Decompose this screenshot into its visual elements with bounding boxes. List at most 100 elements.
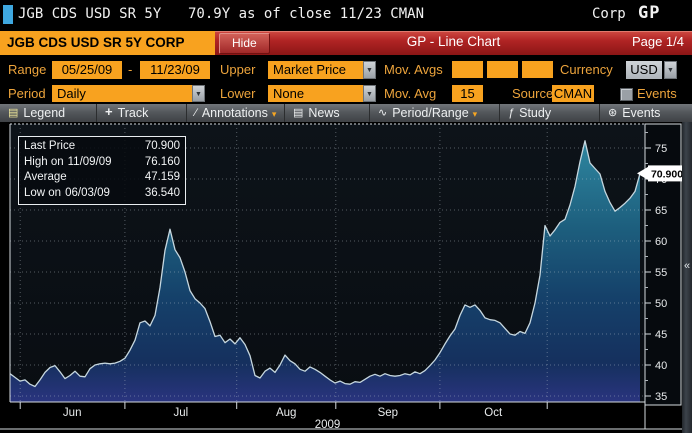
- period-select[interactable]: Daily: [52, 85, 192, 102]
- track-button-label: Track: [117, 106, 149, 120]
- legend-date: [79, 139, 145, 155]
- legend-value: 76.160: [144, 155, 180, 168]
- upper-label: Upper: [220, 62, 256, 77]
- news-button[interactable]: ▤ News: [285, 104, 370, 122]
- dropdown-arrow-icon[interactable]: ▼: [192, 85, 205, 102]
- chart-toolbar: ▤ Legend + Track ∕ Annotations ▾ ▤ News ∿ Peri…: [0, 104, 692, 122]
- text-cursor-icon: [3, 5, 13, 24]
- legend-label: Last Price: [24, 140, 76, 152]
- lower-label: Lower: [220, 86, 256, 101]
- mov-avgs-label: Mov. Avgs: [384, 62, 443, 77]
- chart-area: 354045505560657075JunJulAugSepOct200970.…: [0, 122, 692, 433]
- x-month-label: Aug: [276, 407, 296, 419]
- range-end-input[interactable]: 11/23/09: [140, 61, 210, 79]
- function-icon: ƒ: [508, 107, 515, 119]
- events-button-label: Events: [622, 106, 661, 120]
- price-chart[interactable]: 354045505560657075JunJulAugSepOct200970.…: [0, 122, 692, 433]
- y-tick-label: 50: [655, 298, 667, 310]
- upper-select[interactable]: Market Price: [268, 61, 363, 79]
- currency-label: Currency: [560, 62, 613, 77]
- legend-row-average: Average 47.159: [24, 170, 180, 186]
- y-tick-label: 45: [655, 329, 667, 341]
- x-month-label: Jun: [63, 407, 82, 419]
- x-month-label: Oct: [484, 407, 503, 419]
- command-line[interactable]: JGB CDS USD SR 5Y 70.9Y as of close 11/2…: [0, 0, 692, 29]
- y-tick-label: 60: [655, 236, 667, 248]
- range-separator: -: [128, 62, 133, 77]
- plus-icon: +: [105, 104, 113, 119]
- source-input[interactable]: CMAN: [552, 85, 594, 102]
- source-label: Source: [512, 86, 554, 101]
- period-range-button-label: Period/Range: [392, 106, 469, 120]
- panel-edge-strip[interactable]: «: [682, 122, 692, 433]
- legend-value: 70.900: [144, 140, 180, 152]
- page-title: GP - Line Chart: [406, 34, 501, 49]
- pencil-icon: ∕: [195, 107, 197, 119]
- chevron-down-icon: ▾: [271, 109, 277, 119]
- mov-avg-input-3[interactable]: [522, 61, 553, 78]
- collapse-arrows-icon[interactable]: «: [683, 260, 691, 272]
- market-sector-label: Corp: [592, 6, 626, 22]
- legend-icon: ▤: [8, 107, 19, 119]
- track-button[interactable]: + Track: [97, 104, 187, 122]
- security-ticker: JGB CDS USD SR 5Y: [18, 6, 162, 22]
- news-button-label: News: [308, 106, 340, 120]
- dropdown-arrow-icon[interactable]: ▼: [363, 85, 376, 102]
- price-marker-box: [648, 165, 686, 182]
- range-label: Range: [8, 62, 47, 77]
- legend-date: 06/03/09: [65, 186, 110, 199]
- legend-value: 36.540: [144, 186, 180, 199]
- title-bar: JGB CDS USD SR 5Y CORP Hide GP - Line Ch…: [0, 30, 692, 56]
- y-tick-label: 75: [655, 143, 667, 155]
- dropdown-arrow-icon[interactable]: ▼: [363, 61, 376, 79]
- events-button[interactable]: ⊛ Events: [600, 104, 692, 122]
- wave-icon: ∿: [378, 107, 388, 119]
- study-button[interactable]: ƒ Study: [500, 104, 600, 122]
- legend-row-last-price: Last Price 70.900: [24, 139, 180, 155]
- legend-row-high: High on 11/09/09 76.160: [24, 155, 180, 171]
- dropdown-arrow-icon[interactable]: ▼: [664, 61, 677, 79]
- events-checkbox[interactable]: [620, 88, 633, 101]
- event-icon: ⊛: [608, 107, 618, 119]
- y-tick-label: 55: [655, 267, 667, 279]
- legend-row-low: Low on 06/03/09 36.540: [24, 186, 180, 202]
- period-label: Period: [8, 86, 46, 101]
- lower-select[interactable]: None: [268, 85, 363, 102]
- chart-area-fill: [10, 140, 640, 403]
- legend-value: 47.159: [144, 171, 180, 183]
- legend-label: High on: [24, 155, 64, 168]
- y-tick-label: 65: [655, 205, 667, 217]
- price-line: [9, 140, 641, 388]
- x-year-label: 2009: [315, 419, 341, 431]
- mov-avg-input-2[interactable]: [487, 61, 518, 78]
- x-month-label: Jul: [173, 407, 188, 419]
- annotations-button-label: Annotations: [201, 106, 268, 120]
- quote-summary: 70.9Y as of close 11/23 CMAN: [188, 6, 425, 22]
- period-range-button[interactable]: ∿ Period/Range ▾: [370, 104, 500, 122]
- legend-label: Low on: [24, 186, 62, 199]
- last-price-label: 70.900: [651, 168, 683, 180]
- legend-date: 11/09/09: [67, 155, 112, 168]
- y-tick-label: 40: [655, 360, 667, 372]
- annotations-button[interactable]: ∕ Annotations ▾: [187, 104, 285, 122]
- mov-avg-period-input[interactable]: 15: [452, 85, 483, 102]
- price-marker-arrow-icon: [637, 166, 648, 180]
- hide-button[interactable]: Hide: [219, 33, 270, 54]
- mov-avg-input-1[interactable]: [452, 61, 483, 78]
- y-tick-label: 35: [655, 391, 667, 403]
- legend-date: [71, 170, 145, 186]
- chart-legend-box: Last Price 70.900 High on 11/09/09 76.16…: [18, 136, 186, 205]
- news-icon: ▤: [293, 107, 304, 119]
- security-name-box: JGB CDS USD SR 5Y CORP: [0, 31, 215, 55]
- legend-button-label: Legend: [23, 106, 66, 120]
- function-title-bar: Hide GP - Line Chart Page 1/4: [215, 31, 692, 55]
- range-start-input[interactable]: 05/25/09: [52, 61, 122, 79]
- mov-avg-label: Mov. Avg: [384, 86, 437, 101]
- currency-select[interactable]: USD: [626, 61, 662, 79]
- x-month-label: Sep: [378, 407, 398, 419]
- legend-button[interactable]: ▤ Legend: [0, 104, 97, 122]
- legend-label: Average: [24, 171, 67, 183]
- page-indicator: Page 1/4: [631, 34, 684, 49]
- function-code: GP: [638, 3, 661, 23]
